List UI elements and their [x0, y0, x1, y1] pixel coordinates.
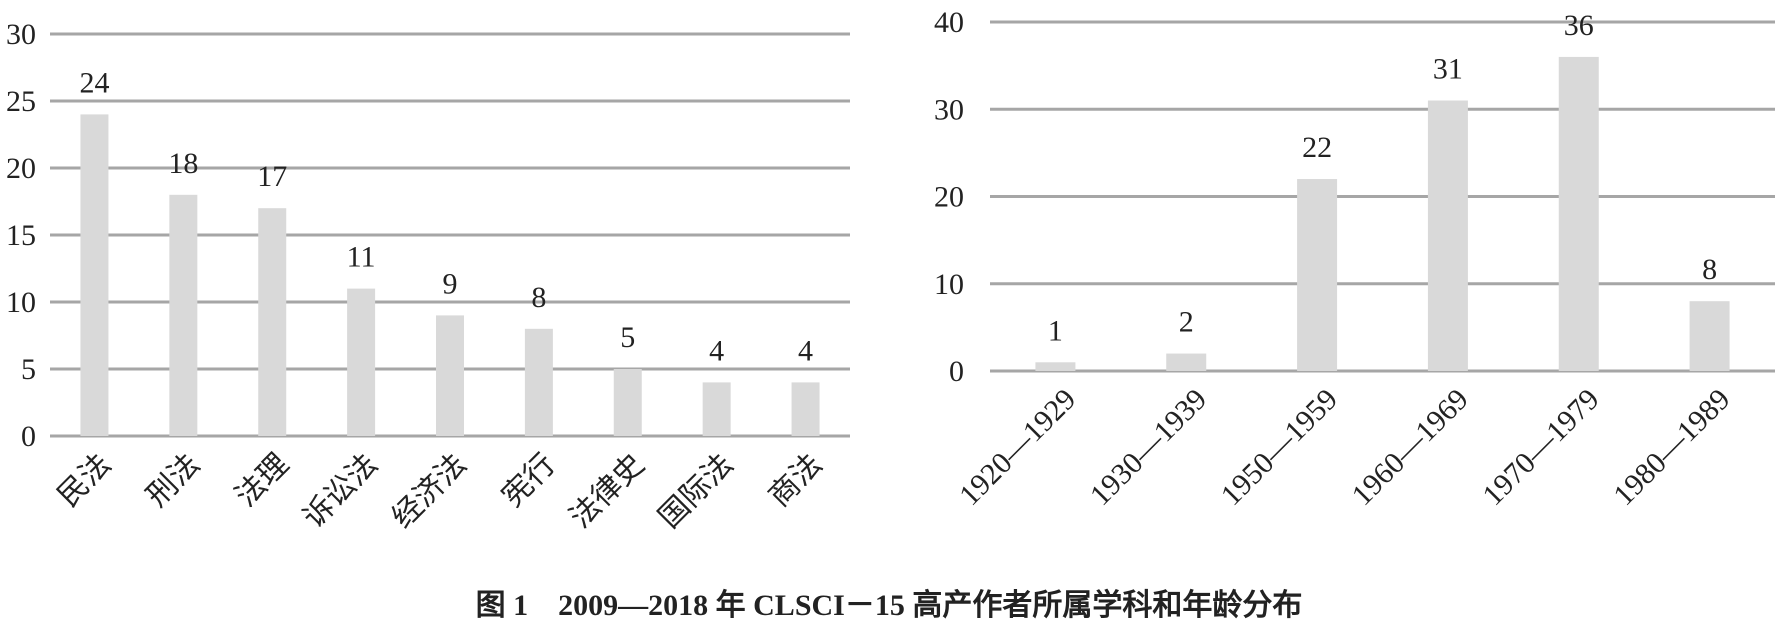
bar	[80, 114, 109, 437]
chart-subject-distribution: 0 5 10 15 20 25 30 24 民法 18 刑法 17 法理 11 诉讼法 9 经济法 8 宪行 5 法律史…	[6, 18, 850, 535]
data-label: 11	[347, 241, 376, 274]
y-tick-label: 10	[934, 268, 964, 301]
bar	[1035, 362, 1076, 371]
data-label: 17	[257, 160, 287, 193]
bar	[1427, 100, 1468, 372]
category-label: 民法	[52, 448, 118, 514]
category-label: 刑法	[141, 448, 207, 514]
data-label: 18	[168, 147, 198, 180]
bar	[1558, 56, 1599, 372]
bar	[436, 315, 464, 436]
category-label: 法理	[229, 448, 295, 514]
figure-caption: 图 1 2009—2018 年 CLSCI－15 高产作者所属学科和年龄分布	[475, 589, 1303, 622]
category-label: 1930—1939	[1084, 383, 1213, 512]
bar	[1297, 179, 1338, 371]
data-label: 31	[1433, 53, 1463, 86]
y-tick-label: 15	[6, 219, 36, 252]
category-label: 国际法	[653, 448, 740, 535]
y-tick-label: 0	[949, 355, 964, 388]
data-label: 4	[798, 334, 813, 367]
data-label: 8	[531, 281, 546, 314]
category-label: 1920—1929	[953, 383, 1082, 512]
y-tick-label: 30	[934, 93, 964, 126]
data-label: 9	[443, 267, 458, 300]
y-tick-label: 10	[6, 286, 36, 319]
data-label: 4	[709, 334, 724, 367]
data-label: 1	[1048, 314, 1063, 347]
data-label: 5	[620, 321, 635, 354]
y-tick-label: 0	[21, 420, 36, 453]
bar	[791, 382, 820, 436]
y-tick-label: 30	[6, 18, 36, 51]
y-tick-label: 25	[6, 85, 36, 118]
data-label: 36	[1564, 9, 1594, 42]
bar	[347, 288, 376, 436]
category-label: 诉讼法	[297, 448, 384, 535]
bar	[702, 382, 731, 436]
category-label: 1970—1979	[1476, 383, 1605, 512]
bar	[1166, 353, 1207, 371]
bar	[524, 328, 553, 436]
bar	[613, 369, 642, 436]
bar	[1689, 301, 1730, 371]
category-label: 1960—1969	[1345, 383, 1474, 512]
y-tick-label: 40	[934, 6, 964, 39]
data-label: 22	[1302, 131, 1332, 164]
category-label: 经济法	[386, 448, 473, 535]
chart-age-distribution: 0 10 20 30 40 1 1920—1929 2 1930—1939 22 1950—1959…	[934, 6, 1775, 512]
bar	[169, 194, 198, 436]
y-tick-label: 20	[934, 181, 964, 214]
category-label: 宪行	[496, 448, 562, 514]
data-label: 2	[1179, 306, 1194, 339]
category-label: 商法	[763, 448, 829, 514]
data-label: 24	[79, 66, 109, 99]
data-label: 8	[1702, 253, 1717, 286]
category-label: 1980—1989	[1607, 383, 1736, 512]
y-tick-label: 20	[6, 152, 36, 185]
category-label: 1950—1959	[1215, 383, 1344, 512]
y-tick-label: 5	[21, 353, 36, 386]
bar	[258, 208, 287, 436]
category-label: 法律史	[564, 448, 651, 535]
